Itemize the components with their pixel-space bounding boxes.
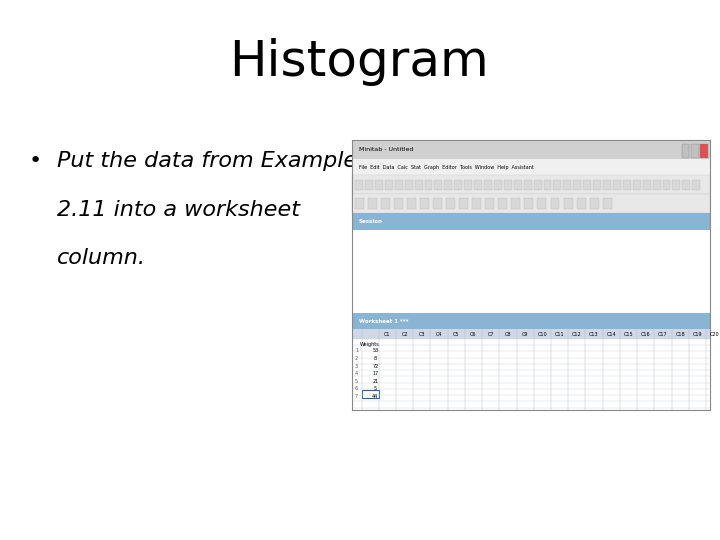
Text: column.: column. [58, 248, 146, 268]
Text: •: • [29, 151, 42, 171]
Text: Put the data from Example: Put the data from Example [58, 151, 358, 171]
Text: Histogram: Histogram [229, 38, 489, 86]
Text: 2.11 into a worksheet: 2.11 into a worksheet [58, 200, 300, 220]
